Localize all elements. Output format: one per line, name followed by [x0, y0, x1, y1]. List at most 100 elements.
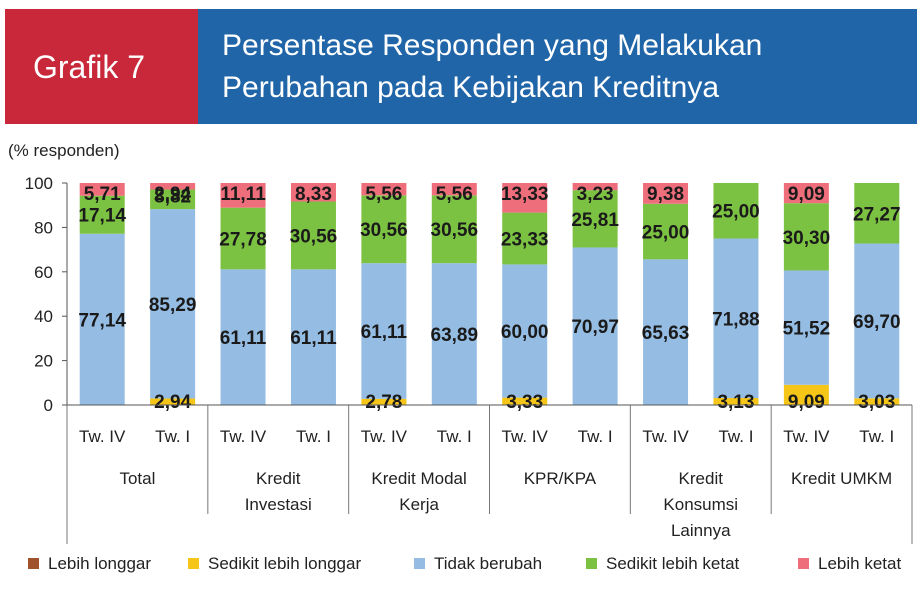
- bar-segment: [79, 233, 125, 405]
- legend-label: Tidak berubah: [434, 554, 542, 573]
- data-label: 5,56: [365, 184, 402, 205]
- bar-segment: [713, 398, 759, 405]
- data-label: 27,27: [853, 204, 901, 225]
- y-tick-label: 40: [34, 307, 53, 326]
- data-label: 8,33: [295, 184, 332, 205]
- data-label: 51,52: [783, 319, 831, 340]
- bar-segment: [783, 270, 829, 385]
- y-tick-label: 0: [44, 396, 53, 415]
- y-axis-label: (% responden): [8, 141, 120, 160]
- bar-segment: [361, 398, 407, 405]
- data-label: 13,33: [501, 184, 549, 205]
- data-label: 71,88: [712, 309, 760, 330]
- data-label: 5,56: [436, 184, 473, 205]
- bar-segment: [150, 398, 196, 405]
- data-label: 17,14: [78, 206, 126, 227]
- data-label: 3,13: [717, 392, 754, 413]
- bar-segment: [783, 384, 829, 405]
- bar-segment: [431, 263, 477, 405]
- data-label: 77,14: [78, 310, 126, 331]
- legend-label: Lebih ketat: [818, 554, 901, 573]
- y-tick-label: 20: [34, 352, 53, 371]
- bar-segment: [150, 209, 196, 399]
- bar-segment: [502, 183, 548, 213]
- figure-number-badge: Grafik 7: [5, 9, 198, 124]
- bar-segment: [79, 195, 125, 234]
- data-label: 2,94: [154, 184, 191, 205]
- y-tick-label: 100: [25, 174, 53, 193]
- data-label: 70,97: [571, 317, 619, 338]
- bar-segment: [502, 264, 548, 398]
- bar-segment: [150, 189, 196, 210]
- legend-label: Sedikit lebih ketat: [606, 554, 740, 573]
- data-label: 8,82: [154, 187, 191, 208]
- data-label: 25,00: [642, 223, 690, 244]
- bar-segment: [854, 398, 900, 405]
- data-label: 2,78: [365, 392, 402, 413]
- group-label: Kredit: [679, 469, 724, 488]
- chart-title-line-1: Persentase Responden yang Melakukan: [222, 29, 763, 62]
- x-tick-label: Tw. I: [578, 427, 613, 446]
- legend-swatch: [28, 558, 39, 569]
- x-tick-label: Tw. IV: [642, 427, 689, 446]
- bar-segment: [713, 182, 759, 239]
- bar-segment: [713, 238, 759, 399]
- data-label: 30,56: [290, 226, 338, 247]
- legend-swatch: [188, 558, 199, 569]
- bar-segment: [290, 269, 336, 405]
- bar-segment: [220, 207, 266, 270]
- data-label: 2,94: [154, 392, 191, 413]
- bar-segment: [502, 397, 548, 405]
- group-label: Lainnya: [671, 521, 731, 540]
- chart-header: Grafik 7 Persentase Responden yang Melak…: [0, 0, 917, 124]
- y-tick-label: 60: [34, 263, 53, 282]
- data-label: 9,09: [788, 184, 825, 205]
- data-label: 63,89: [431, 325, 479, 346]
- bar-segment: [643, 203, 689, 260]
- bar-segment: [854, 243, 900, 399]
- x-tick-label: Tw. IV: [220, 427, 267, 446]
- x-tick-label: Tw. I: [155, 427, 190, 446]
- bar-segment: [361, 263, 407, 399]
- x-tick-label: Tw. IV: [502, 427, 549, 446]
- bar-segment: [220, 183, 266, 208]
- group-label: Konsumsi: [663, 495, 738, 514]
- bar-segment: [79, 183, 125, 196]
- x-tick-label: Tw. IV: [783, 427, 830, 446]
- data-label: 5,71: [84, 184, 121, 205]
- x-tick-label: Tw. I: [718, 427, 753, 446]
- bar-segment: [431, 182, 477, 196]
- bar-segment: [572, 182, 618, 191]
- group-label: Kredit Modal: [371, 469, 466, 488]
- data-label: 3,33: [506, 392, 543, 413]
- bar-segment: [572, 190, 618, 248]
- x-tick-label: Tw. I: [437, 427, 472, 446]
- bar-segment: [290, 183, 336, 202]
- bar-segment: [361, 182, 407, 196]
- stacked-bar-chart: (% responden) 0 20 40 60 80 100 77,14 17,145,71 2…: [8, 141, 913, 573]
- title-box: Persentase Responden yang Melakukan Peru…: [198, 9, 917, 124]
- legend-label: Sedikit lebih longgar: [208, 554, 361, 573]
- data-label: 23,33: [501, 230, 549, 251]
- x-tick-label: Tw. I: [859, 427, 894, 446]
- bar-segment: [431, 195, 477, 264]
- bar-segment: [643, 182, 689, 204]
- data-label: 30,56: [431, 220, 479, 241]
- data-label: 25,00: [712, 202, 760, 223]
- chart-title-line-2: Perubahan pada Kebijakan Kreditnya: [222, 71, 720, 104]
- data-label: 11,11: [220, 184, 266, 205]
- group-label: KPR/KPA: [524, 469, 597, 488]
- data-label: 3,23: [577, 184, 614, 205]
- data-label: 85,29: [149, 295, 197, 316]
- data-label: 9,09: [788, 392, 825, 413]
- bar-segment: [361, 195, 407, 264]
- data-label: 25,81: [571, 210, 619, 231]
- legend-swatch: [586, 558, 597, 569]
- data-label: 30,56: [360, 220, 408, 241]
- data-label: 69,70: [853, 312, 901, 333]
- legend-swatch: [798, 558, 809, 569]
- y-tick-label: 80: [34, 218, 53, 237]
- bar-segment: [783, 183, 829, 204]
- data-label: 9,38: [647, 184, 684, 205]
- data-label: 27,78: [219, 230, 267, 251]
